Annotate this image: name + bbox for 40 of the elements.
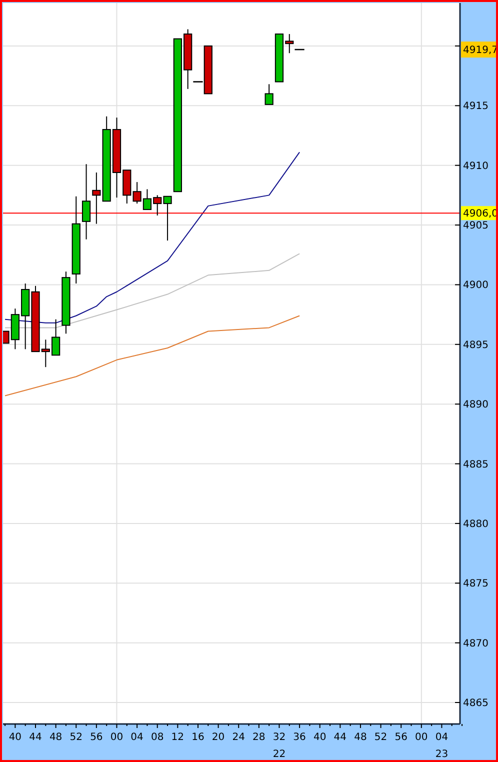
x-tick-label: 44 [334, 732, 347, 743]
y-tick-label: 4875 [463, 578, 488, 590]
x-tick-label: 12 [171, 732, 184, 743]
x-tick-label: 04 23 [435, 732, 448, 760]
y-tick-label: 4865 [463, 698, 488, 710]
x-tick-label: 48 [354, 732, 367, 743]
x-tick-label: 00 [415, 732, 428, 743]
x-tick-label: 56 [90, 732, 103, 743]
x-tick-label: 00 [110, 732, 124, 743]
x-tick-label: 36 [293, 732, 306, 743]
y-tick-label: 4885 [463, 459, 488, 470]
line-series [4, 152, 300, 324]
y-tick-label: 4895 [463, 340, 488, 351]
x-tick-label: 16 [192, 732, 204, 743]
x-tick-label: 52 [70, 732, 82, 743]
x-tick-label: 24 [232, 732, 245, 743]
y-tick-label: 4915 [463, 101, 488, 112]
x-tick-label: 40 [8, 732, 22, 743]
y-tick-label: 4880 [463, 518, 488, 530]
line-series [4, 253, 300, 328]
y-tick-label: 4910 [463, 160, 488, 172]
text: 4919,7 [463, 45, 498, 56]
x-tick-label: 56 [394, 732, 408, 743]
y-tick-label: 4905 [463, 220, 488, 232]
x-tick-label: 28 [252, 732, 266, 743]
line-series [4, 315, 300, 396]
x-tick-label: 44 [29, 732, 42, 743]
y-tick-label: 4900 [463, 280, 488, 292]
x-tick-label: 48 [49, 732, 62, 743]
x-tick-label: 08 [150, 732, 164, 743]
y-tick-label: 4870 [463, 638, 488, 650]
x-tick-label: 40 [313, 732, 326, 743]
x-tick-label: 52 [374, 732, 388, 743]
x-tick-label: 20 [212, 732, 225, 743]
x-tick-label: 04 [130, 732, 144, 743]
y-tick-label: 4890 [463, 400, 488, 411]
candlestick [264, 84, 274, 105]
candlestick [82, 164, 91, 240]
candlestick [92, 172, 101, 224]
x-tick-label: 32 22 [272, 732, 286, 760]
